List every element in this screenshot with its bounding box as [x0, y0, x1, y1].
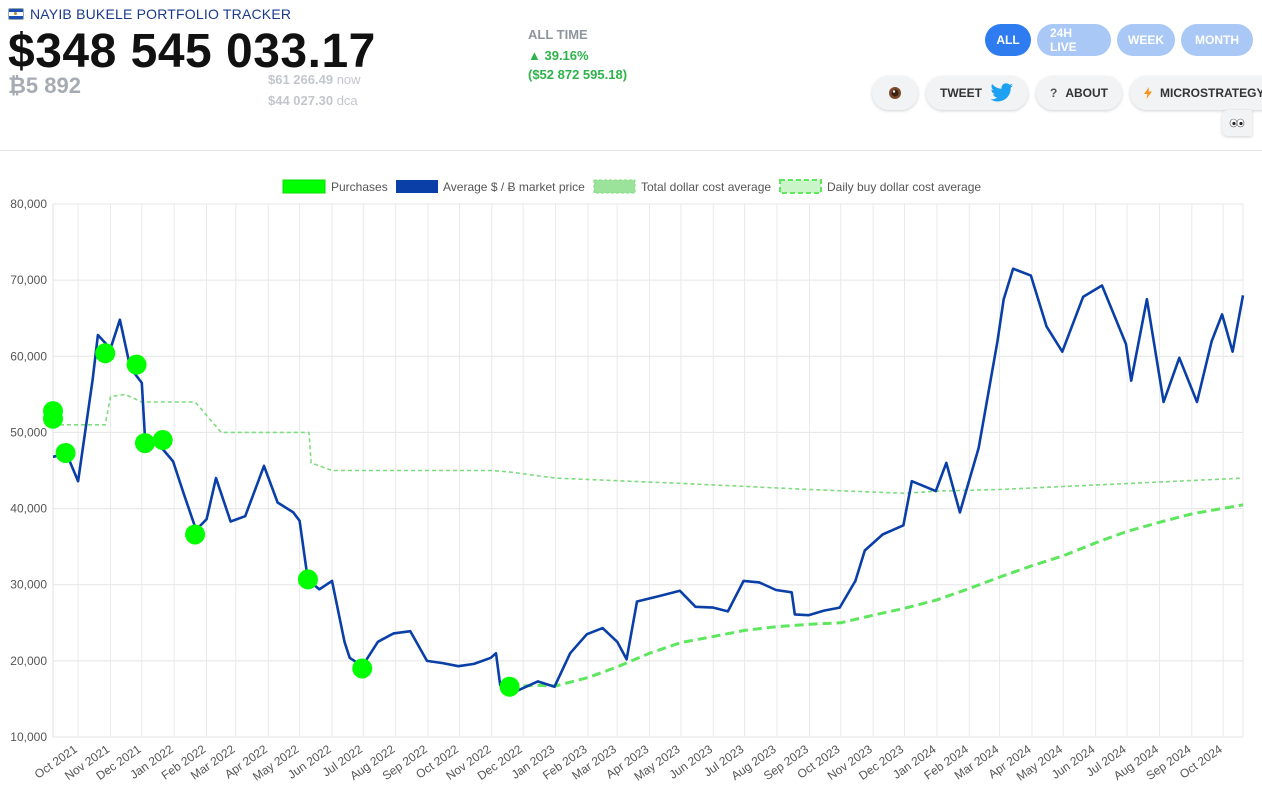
tab-all[interactable]: ALL [985, 24, 1031, 56]
eyes-icon [1229, 118, 1245, 128]
legend-swatch-market-price[interactable] [396, 180, 438, 193]
legend-purchases[interactable]: Purchases [331, 180, 388, 194]
purchase-point [185, 524, 206, 545]
tweet-label: TWEET [940, 86, 982, 100]
y-axis-ticks: 10,000 20,000 30,000 40,000 50,000 60,000 70,0… [10, 197, 47, 744]
eyes-button[interactable] [1222, 110, 1252, 136]
action-buttons: TWEET ? ABOUT MICROSTRATEGY [872, 76, 1262, 110]
purchase-point [499, 676, 520, 697]
tab-month[interactable]: MONTH [1181, 24, 1253, 56]
dca-price: $44 027.30 dca [268, 93, 358, 108]
legend-market-price[interactable]: Average $ / Ƀ market price [443, 180, 585, 194]
all-time-performance: ALL TIME ▲ 39.16% ($52 872 595.18) [528, 27, 627, 82]
current-price: $61 266.49 now [268, 72, 361, 87]
time-range-tabs: ALL 24H LIVE WEEK MONTH [985, 24, 1253, 56]
legend-swatch-purchases[interactable] [282, 179, 326, 194]
tweet-button[interactable]: TWEET [926, 76, 1028, 110]
all-time-label: ALL TIME [528, 27, 588, 42]
legend-swatch-total-dca[interactable] [593, 179, 636, 194]
y-tick-label: 50,000 [10, 425, 47, 439]
dca-price-label: dca [336, 93, 358, 108]
purchase-point [134, 433, 155, 454]
legend: Purchases Average $ / Ƀ market price Tot… [282, 179, 981, 194]
about-label: ABOUT [1065, 86, 1109, 100]
coffee-button[interactable] [872, 76, 918, 110]
tab-week[interactable]: WEEK [1117, 24, 1175, 56]
microstrategy-label: MICROSTRATEGY [1160, 86, 1262, 100]
y-tick-label: 30,000 [10, 578, 47, 592]
header-divider [0, 150, 1262, 151]
legend-swatch-daily-dca[interactable] [779, 179, 822, 194]
y-tick-label: 70,000 [10, 273, 47, 287]
legend-total-dca[interactable]: Total dollar cost average [641, 180, 771, 194]
purchase-point [43, 401, 63, 422]
all-time-percent: ▲ 39.16% [528, 48, 589, 63]
portfolio-chart: Purchases Average $ / Ƀ market price Tot… [10, 179, 1245, 784]
purchase-point [297, 569, 318, 590]
dca-price-value: $44 027.30 [268, 93, 334, 108]
current-price-value: $61 266.49 [268, 72, 334, 87]
about-button[interactable]: ? ABOUT [1036, 76, 1123, 110]
purchase-point [126, 354, 147, 375]
portfolio-total-value: $348 545 033.17 [8, 25, 376, 78]
purchase-point [95, 343, 116, 364]
purchase-points [43, 343, 520, 697]
chart-series [52, 267, 1245, 695]
legend-daily-dca[interactable]: Daily buy dollar cost average [827, 180, 981, 194]
current-price-label: now [336, 72, 361, 87]
tab-24h-live[interactable]: 24H LIVE [1037, 24, 1111, 56]
y-tick-label: 20,000 [10, 654, 47, 668]
series-daily-dca [509, 503, 1244, 689]
brand-title: NAYIB BUKELE PORTFOLIO TRACKER [30, 6, 292, 22]
y-tick-label: 40,000 [10, 502, 47, 516]
brand-header: NAYIB BUKELE PORTFOLIO TRACKER [8, 6, 291, 22]
el-salvador-flag-icon [8, 8, 24, 20]
twitter-bird-icon [990, 83, 1013, 102]
lightning-icon [1144, 87, 1153, 99]
series-market-price [52, 267, 1245, 695]
purchase-point [352, 658, 373, 679]
y-tick-label: 10,000 [10, 730, 47, 744]
purchase-point [152, 430, 173, 451]
series-total-dca [53, 393, 1244, 495]
btc-holdings: ₿5 892 [8, 73, 81, 98]
y-tick-label: 80,000 [10, 197, 47, 211]
chart-grid [52, 203, 1244, 738]
microstrategy-button[interactable]: MICROSTRATEGY [1130, 76, 1262, 110]
coffee-icon [889, 87, 901, 99]
all-time-amount: ($52 872 595.18) [528, 67, 628, 82]
y-tick-label: 60,000 [10, 349, 47, 363]
purchase-point [55, 442, 76, 463]
question-icon: ? [1050, 86, 1058, 100]
